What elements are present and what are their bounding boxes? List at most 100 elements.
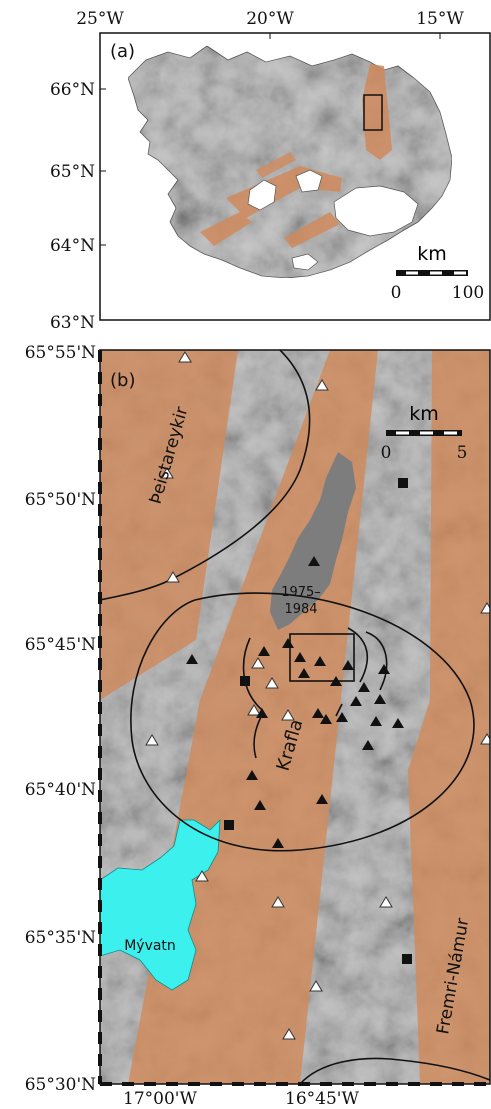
black-triangle-marker [316, 794, 328, 804]
tick-top-25w: 25°W [76, 9, 124, 29]
white-triangle-marker [480, 733, 490, 745]
scale-b-unit: km [409, 403, 439, 425]
black-triangle-marker [378, 664, 390, 674]
white-triangle-marker [195, 870, 209, 882]
scale-b-tick-0: 0 [381, 443, 392, 463]
black-square-marker [240, 676, 250, 686]
krafla-caldera-outer [130, 592, 475, 852]
krafla-inner-box [289, 633, 355, 682]
south-boundary [299, 1057, 490, 1084]
white-triangle-marker [281, 709, 295, 721]
panel-b-left-ticks: 65°55'N 65°50'N 65°45'N 65°40'N 65°35'N … [25, 343, 96, 1095]
black-triangle-marker [246, 770, 258, 780]
fissure-swarm-theistareykir [100, 350, 238, 700]
tick-b-16-45w: 16°45'W [285, 1089, 359, 1109]
tick-top-20w: 20°W [246, 9, 294, 29]
lava-flow-1975-1984 [270, 452, 356, 630]
white-triangle-marker [309, 980, 323, 992]
black-triangle-marker [256, 708, 268, 718]
label-myvatn: Mývatn [124, 938, 176, 954]
tick-b-65-55n: 65°55'N [25, 343, 96, 363]
panel-a-label: (a) [110, 41, 135, 62]
rift-zone-southeast [284, 212, 340, 248]
white-triangle-marker [145, 734, 159, 746]
white-triangle-marker [265, 677, 279, 689]
scale-a-unit: km [417, 243, 447, 265]
study-area-box [363, 94, 383, 131]
black-triangle-marker [282, 638, 294, 648]
black-triangle-marker [336, 712, 348, 722]
panel-a-left-ticks: 66°N 65°N 64°N 63°N [50, 80, 106, 333]
scale-a-tick-100: 100 [452, 283, 484, 303]
glacier-myrdalsjokull [291, 253, 319, 271]
black-triangle-marker [374, 694, 386, 704]
panel-b-frame [99, 349, 491, 1085]
panel-a-top-ticks: 25°W 20°W 15°W [76, 9, 464, 39]
white-triangle-marker [166, 571, 180, 583]
panel-b: Þeistareykir Krafla Fremri-Námur Mývatn … [25, 343, 491, 1109]
outline-curves [100, 350, 490, 1084]
tick-left-64n: 64°N [50, 236, 95, 256]
tick-b-65-35n: 65°35'N [25, 928, 96, 948]
glacier-langjokull [247, 179, 277, 211]
black-triangle-marker [258, 646, 270, 656]
black-triangle-marker [314, 656, 326, 666]
tick-b-65-45n: 65°45'N [25, 635, 96, 655]
black-triangle-marker [254, 800, 266, 810]
panel-b-scale-bar: km 0 5 [381, 403, 468, 463]
black-triangle-marker [330, 676, 342, 686]
tick-left-66n: 66°N [50, 80, 95, 100]
panel-a: (a) 25°W 20°W 15°W 66°N 65°N 64°N 63°N k… [50, 9, 491, 333]
filled-triangle-markers [186, 556, 404, 848]
tick-b-65-30n: 65°30'N [25, 1075, 96, 1095]
black-triangle-marker [362, 740, 374, 750]
scale-a-tick-0: 0 [391, 283, 402, 303]
black-triangle-marker [272, 838, 284, 848]
glacier-vatnajokull [333, 185, 419, 237]
panel-a-scale-bar: km 0 100 [391, 243, 485, 303]
black-square-marker [402, 954, 412, 964]
scale-b-tick-5: 5 [457, 443, 468, 463]
black-triangle-marker [350, 696, 362, 706]
black-square-marker [224, 820, 234, 830]
white-triangle-marker [247, 704, 261, 716]
rift-zone-north [362, 64, 392, 160]
black-triangle-marker [392, 718, 404, 728]
tick-b-65-40n: 65°40'N [25, 780, 96, 800]
white-triangle-marker [282, 1028, 296, 1040]
black-triangle-marker [308, 556, 320, 566]
black-triangle-marker [312, 708, 324, 718]
tick-left-65n: 65°N [50, 162, 95, 182]
tick-left-63n: 63°N [50, 313, 95, 333]
fissure-swarm-fremri-namur [408, 350, 490, 1084]
black-triangle-marker [298, 668, 310, 678]
open-triangle-markers [145, 351, 490, 1040]
black-triangle-marker [294, 652, 306, 662]
white-triangle-marker [480, 602, 490, 614]
rift-zone-west [200, 212, 252, 246]
white-triangle-marker [178, 351, 192, 363]
filled-square-markers [224, 478, 412, 964]
black-triangle-marker [358, 682, 370, 692]
panel-b-bottom-ticks: 17°00'W 16°45'W [123, 1089, 359, 1109]
tick-top-15w: 15°W [416, 9, 464, 29]
black-triangle-marker [370, 716, 382, 726]
white-triangle-marker [379, 896, 393, 908]
theistareykir-boundary [100, 350, 311, 601]
black-triangle-marker [186, 654, 198, 664]
white-triangle-marker [160, 467, 174, 479]
tick-b-65-50n: 65°50'N [25, 490, 96, 510]
white-triangle-marker [315, 379, 329, 391]
glacier-hofsjokull [295, 169, 323, 193]
label-eruption-start: 1975– [281, 585, 321, 600]
tick-b-17-00w: 17°00'W [123, 1089, 197, 1109]
black-triangle-marker [320, 714, 332, 724]
black-triangle-marker [342, 660, 354, 670]
white-triangle-marker [251, 657, 265, 669]
black-square-marker [398, 478, 408, 488]
white-triangle-marker [271, 896, 285, 908]
rift-zone-northwest-strip [256, 152, 296, 178]
label-eruption-end: 1984 [284, 602, 317, 617]
panel-b-label: (b) [110, 370, 135, 391]
